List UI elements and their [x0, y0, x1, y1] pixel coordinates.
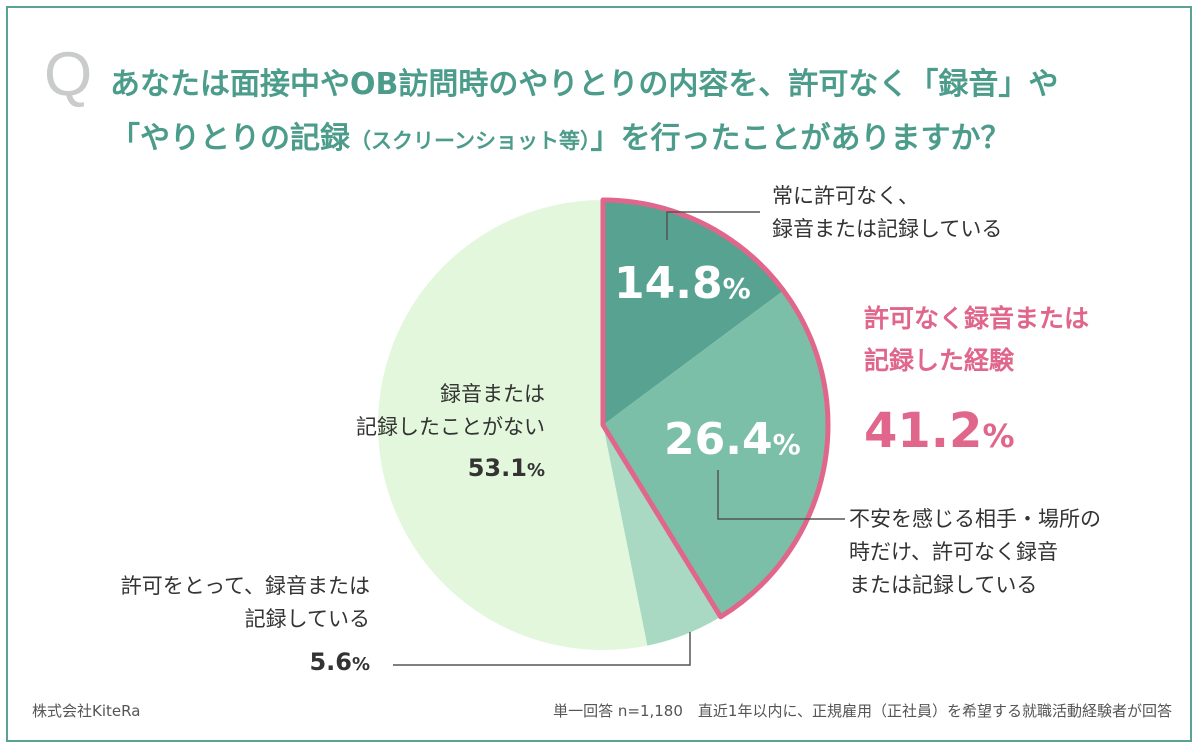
label-always: 常に許可なく、 録音または記録している	[772, 184, 1003, 241]
question-line-1: あなたは面接中やOB訪問時のやりとりの内容を、許可なく「録音」や	[110, 67, 1059, 102]
question-line-2-small: （スクリーンショット等）	[350, 129, 591, 153]
question-line-2-end: 」を行ったことがありますか？	[590, 121, 1011, 156]
survey-note: 単一回答 n=1,180 直近1年以内に、正規雇用（正社員）を希望する就職活動経…	[553, 702, 1172, 720]
slice-never	[378, 200, 648, 650]
label-permitted: 許可をとって、録音または 記録している 5.6%	[120, 574, 370, 676]
label-sometimes: 不安を感じる相手・場所の 時だけ、許可なく録音 または記録している	[849, 507, 1101, 597]
slice-always	[603, 200, 784, 425]
highlight-callout: 許可なく録音または 記録した経験 41.2%	[864, 304, 1090, 459]
question-line-2: 「やりとりの記録（スクリーンショット等）」を行ったことがありますか？	[110, 112, 1150, 168]
slice-sometimes	[603, 290, 828, 617]
question-line-2-main: 「やりとりの記録	[110, 121, 350, 156]
leader-line-sometimes	[717, 470, 845, 520]
question-title: あなたは面接中やOB訪問時のやりとりの内容を、許可なく「録音」や 「やりとりの記…	[110, 58, 1150, 168]
question-marker: Q	[44, 40, 93, 109]
slice-label-sometimes-pct: 26.4%	[664, 414, 801, 465]
leader-line-permitted	[393, 632, 691, 666]
slice-permitted	[603, 425, 721, 646]
slice-label-always-pct: 14.8%	[614, 258, 751, 309]
label-never: 録音または 記録したことがない 53.1%	[356, 382, 545, 482]
company-credit: 株式会社KiteRa	[32, 702, 141, 720]
leader-line-always	[666, 211, 760, 240]
highlight-outline	[600, 197, 831, 620]
